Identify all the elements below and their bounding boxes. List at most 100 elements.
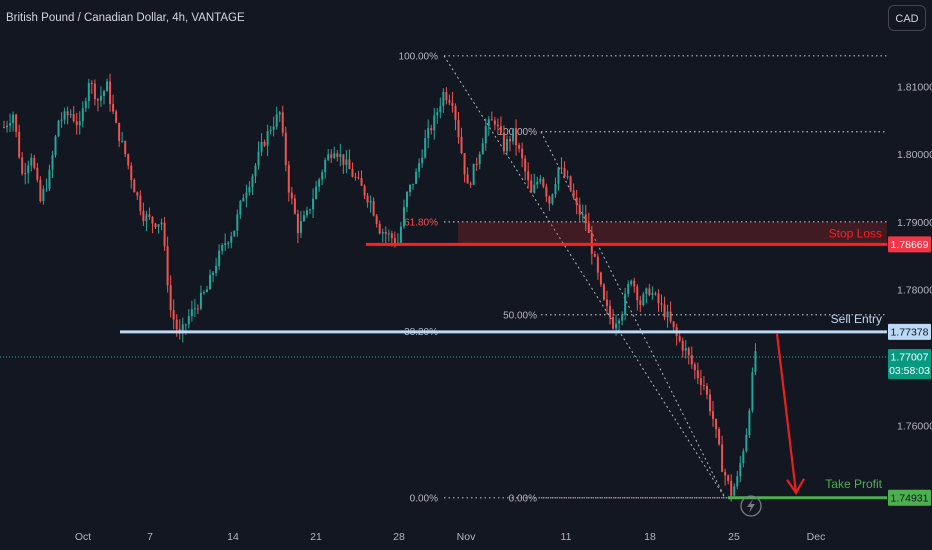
candle-body: [9, 123, 12, 126]
candle-body: [60, 119, 63, 121]
candle-body: [184, 324, 187, 326]
fib2-level-label: 50.00%: [503, 310, 537, 321]
candle-body: [690, 355, 693, 365]
candle-body: [6, 125, 9, 128]
candle-body: [318, 179, 321, 187]
candle-body: [90, 83, 93, 85]
candle-body: [699, 378, 702, 385]
candle-body: [439, 106, 442, 113]
candle-body: [345, 159, 348, 165]
candle-body: [260, 141, 263, 152]
candle-body: [75, 121, 78, 126]
candle-body: [266, 131, 269, 146]
candle-body: [3, 126, 5, 128]
candle-body: [487, 119, 490, 127]
candle-body: [115, 111, 118, 123]
candle-body: [721, 444, 724, 472]
currency-button[interactable]: CAD: [888, 5, 926, 31]
candle-body: [666, 311, 669, 318]
candle-body: [163, 222, 166, 247]
candle-body: [739, 463, 742, 477]
current-price-tag: 1.77007: [891, 352, 929, 364]
candle-body: [727, 475, 730, 481]
candle-body: [478, 154, 481, 165]
candle-body: [660, 303, 663, 305]
candle-body: [642, 294, 645, 306]
candle-body: [445, 91, 448, 101]
candle-body: [733, 486, 736, 496]
candle-body: [302, 215, 305, 222]
candle-body: [284, 132, 287, 166]
candle-body: [524, 158, 527, 172]
candle-body: [39, 179, 42, 201]
candle-body: [21, 157, 24, 174]
x-tick-label: Oct: [75, 531, 91, 543]
candle-body: [518, 145, 521, 149]
candle-body: [481, 143, 484, 155]
candle-body: [81, 108, 84, 122]
lightning-bolt-icon[interactable]: [740, 495, 762, 517]
candle-body: [499, 126, 502, 133]
candle-body: [169, 285, 172, 311]
candle-body: [736, 476, 739, 487]
y-tick-label: 1.78000: [897, 285, 932, 297]
candle-body: [433, 115, 436, 131]
candle-body: [563, 168, 566, 177]
candle-body: [496, 124, 499, 127]
candle-body: [454, 105, 457, 120]
candle-body: [390, 233, 393, 239]
take-profit-tag-bg: [888, 489, 931, 506]
candle-body: [472, 163, 475, 185]
take-profit-tag: 1.74931: [891, 492, 929, 504]
candle-body: [708, 394, 711, 412]
candle-body: [215, 265, 218, 273]
candle-body: [627, 284, 630, 294]
candle-body: [199, 292, 202, 309]
candle-body: [190, 309, 193, 317]
candle-body: [448, 100, 451, 103]
candle-body: [102, 91, 105, 96]
take-profit-label: Take Profit: [825, 477, 882, 491]
candle-body: [402, 207, 405, 227]
x-tick-label: 28: [393, 531, 405, 543]
candle-body: [330, 154, 333, 158]
candle-body: [106, 81, 109, 92]
candle-body: [269, 129, 272, 132]
stop-loss-zone: [458, 221, 887, 245]
candle-body: [687, 348, 690, 356]
candle-body: [530, 180, 533, 193]
candle-body: [609, 305, 611, 318]
candle-body: [605, 299, 608, 306]
candle-body: [581, 214, 584, 216]
candle-body: [293, 198, 296, 214]
candle-body: [672, 321, 675, 328]
candle-body: [636, 286, 639, 301]
candle-body: [118, 122, 121, 142]
candle-body: [327, 154, 330, 161]
candle-body: [36, 167, 39, 180]
x-tick-label: Dec: [807, 531, 826, 543]
sell-arrow-head: [786, 478, 805, 495]
candle-body: [63, 111, 66, 120]
stop-loss-tag: 1.78669: [891, 239, 929, 251]
candle-body: [296, 213, 299, 234]
candle-body: [554, 183, 557, 195]
fib2-level-label: 0.00%: [509, 493, 537, 504]
candle-body: [218, 250, 221, 266]
candle-body: [42, 189, 45, 201]
candle-body: [212, 272, 215, 276]
candle-body: [242, 198, 245, 202]
candle-body: [548, 196, 551, 204]
candle-body: [348, 159, 351, 170]
x-tick-label: 11: [561, 531, 572, 543]
sell-entry-tag-bg: [888, 323, 931, 340]
candle-body: [275, 114, 278, 127]
candle-body: [742, 451, 745, 464]
candle-body: [315, 186, 318, 199]
candle-body: [363, 185, 366, 196]
candle-body: [484, 126, 487, 144]
candle-body: [93, 83, 96, 100]
candle-body: [230, 236, 233, 243]
